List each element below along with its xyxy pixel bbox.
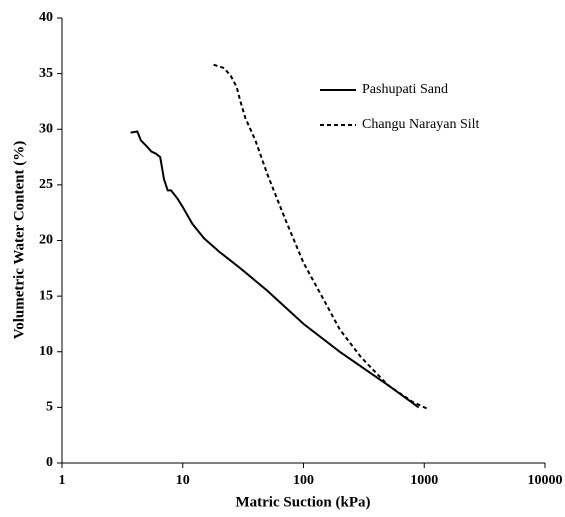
series-line [130,130,420,409]
x-tick-label: 1 [59,473,66,488]
y-tick-label: 35 [39,66,53,81]
y-tick-label: 5 [46,400,53,415]
legend-label: Changu Narayan Silt [362,117,480,132]
y-tick-label: 25 [39,177,53,192]
y-tick-label: 0 [46,455,53,470]
y-axis-title: Volumetric Water Content (%) [11,141,27,339]
x-tick-label: 100 [293,473,314,488]
series-line [213,63,430,411]
y-tick-label: 15 [39,288,53,303]
y-tick-label: 40 [39,10,53,25]
x-tick-label: 1000 [410,473,438,488]
x-tick-label: 10 [176,473,190,488]
y-tick-label: 20 [39,233,53,248]
x-tick-label: 10000 [528,473,563,488]
y-tick-label: 10 [39,344,53,359]
x-axis-title: Matric Suction (kPa) [236,494,371,510]
y-tick-label: 30 [39,121,53,136]
legend-label: Pashupati Sand [362,82,448,97]
